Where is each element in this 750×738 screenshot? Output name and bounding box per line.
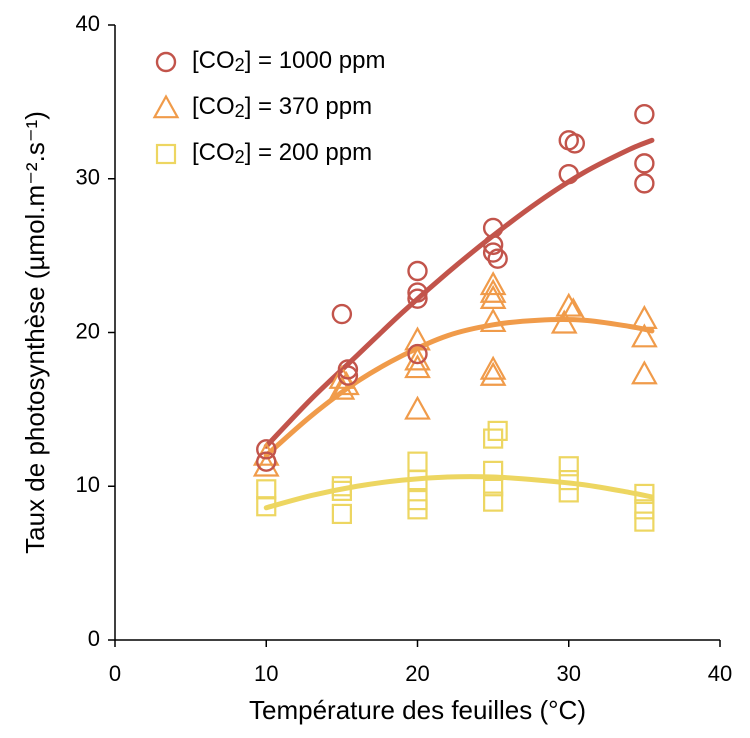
x-tick-label: 0 [109,661,121,686]
y-axis-label: Taux de photosynthèse (µmol.m⁻².s⁻¹) [20,111,50,554]
legend-label: [CO2] = 1000 ppm [192,47,385,75]
legend-label: [CO2] = 200 ppm [192,139,372,167]
x-tick-label: 30 [557,661,581,686]
photosynthesis-chart: 0 10 20 30 40 0 10 20 30 40 Température des feuill… [0,0,750,738]
y-tick-label: 0 [88,626,100,651]
x-tick-label: 10 [254,661,278,686]
x-axis-label: Température des feuilles (°C) [249,695,586,725]
x-tick-label: 40 [708,661,732,686]
y-tick-label: 10 [76,472,100,497]
x-tick-label: 20 [405,661,429,686]
legend-label: [CO2] = 370 ppm [192,93,372,121]
y-tick-label: 30 [76,165,100,190]
y-tick-label: 20 [76,318,100,343]
y-tick-label: 40 [76,11,100,36]
